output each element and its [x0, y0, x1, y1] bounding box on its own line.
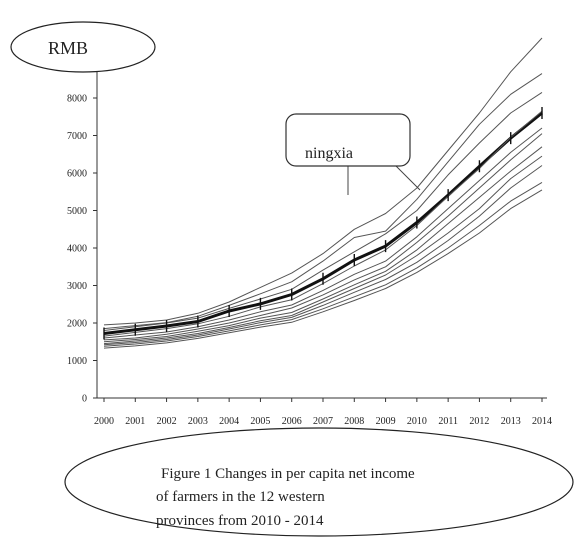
x-tick-label: 2009: [376, 416, 396, 427]
y-tick-label: 1000: [67, 356, 87, 367]
x-tick-label: 2013: [501, 416, 521, 427]
x-tick-label: 2002: [157, 416, 177, 427]
series-line: [103, 155, 543, 345]
series-markers: [103, 107, 543, 340]
x-tick-label: 2010: [407, 416, 427, 427]
x-tick-label: 2014: [532, 416, 552, 427]
unit-label: RMB: [48, 38, 88, 58]
annotation-callout: ningxia: [285, 113, 421, 195]
series-lines: [103, 37, 543, 349]
unit-label-oval: [10, 21, 156, 73]
x-tick-label: 2008: [344, 416, 364, 427]
x-tick-label: 2001: [125, 416, 145, 427]
x-tick-label: 2004: [219, 416, 239, 427]
x-tick-label: 2005: [250, 416, 270, 427]
annotation-leader-line-2: [391, 161, 421, 191]
series-line: [103, 133, 543, 341]
annotation-box: [285, 113, 411, 167]
series-line: [103, 37, 543, 326]
series-line: [103, 91, 543, 331]
y-tick-label: 6000: [67, 169, 87, 180]
series-line: [103, 181, 543, 347]
series-line: [103, 127, 543, 339]
series-line: [103, 165, 543, 346]
y-tick-label: 2000: [67, 319, 87, 330]
y-tick-label: 5000: [67, 206, 87, 217]
x-tick-label: 2006: [282, 416, 302, 427]
x-axis: 2000 2001 2002 2003 2004 2005 2006 2007 2008 2009…: [94, 397, 552, 427]
caption-line-2: of farmers in the 12 western: [156, 489, 325, 505]
y-tick-label: 7000: [67, 131, 87, 142]
unit-label-callout: RMB: [10, 21, 156, 73]
y-tick-label: 8000: [67, 94, 87, 105]
y-tick-label: 3000: [67, 281, 87, 292]
caption-line-1: Figure 1 Changes in per capita net incom…: [161, 466, 415, 482]
caption-line-3: provinces from 2010 - 2014: [156, 513, 324, 529]
caption-oval: [64, 427, 574, 537]
y-tick-label: 0: [82, 394, 87, 405]
x-tick-label: 2000: [94, 416, 114, 427]
y-axis: 0 1000 2000 3000 4000 5000 6000 7000 8000: [67, 68, 98, 405]
x-tick-label: 2011: [438, 416, 458, 427]
series-line: [103, 146, 543, 343]
series-line: [103, 189, 543, 349]
x-tick-label: 2003: [188, 416, 208, 427]
figure-caption: Figure 1 Changes in per capita net incom…: [64, 427, 574, 537]
series-line: [103, 73, 543, 330]
x-tick-label: 2012: [469, 416, 489, 427]
annotation-label: ningxia: [305, 145, 353, 162]
x-tick-label: 2007: [313, 416, 333, 427]
y-tick-label: 4000: [67, 244, 87, 255]
